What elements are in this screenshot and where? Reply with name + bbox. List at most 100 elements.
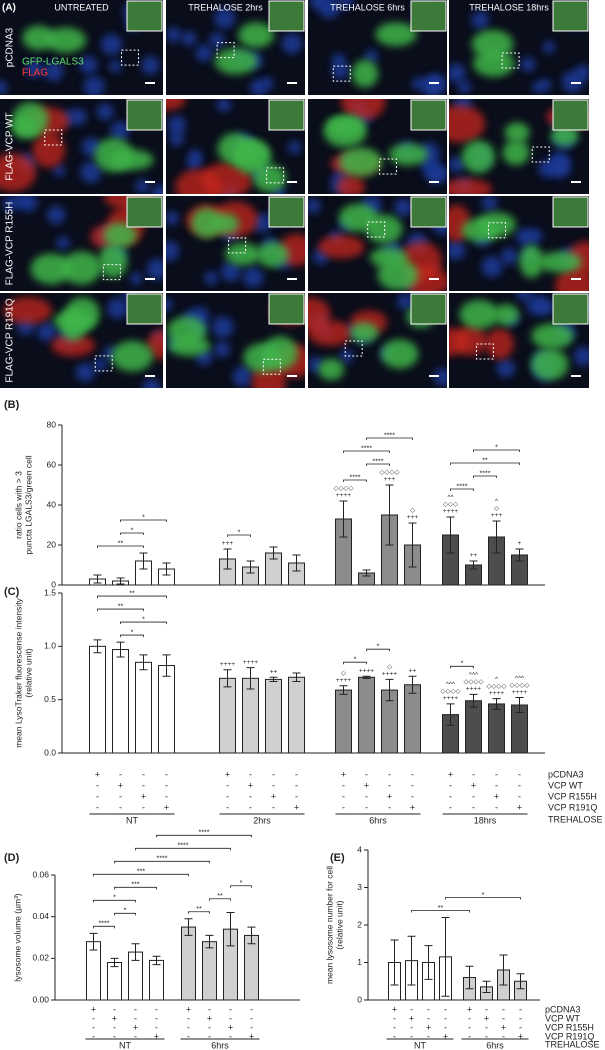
gfp-signal — [111, 340, 154, 372]
error-bar — [446, 703, 455, 726]
nucleus — [214, 341, 231, 358]
design-sign: - — [295, 791, 298, 801]
design-sign: - — [485, 1022, 488, 1032]
gfp-signal — [519, 244, 544, 278]
group-label: 6hrs — [486, 1040, 504, 1050]
significance-bracket — [120, 634, 144, 638]
significance-label: **** — [457, 483, 468, 490]
nucleus — [146, 258, 163, 281]
error-bar — [516, 973, 525, 990]
gfp-signal — [253, 164, 287, 193]
design-sign: - — [495, 780, 498, 790]
bar — [265, 678, 282, 754]
inset — [268, 196, 305, 228]
design-sign: - — [226, 802, 229, 812]
roi-box — [475, 343, 494, 360]
significance-label: ** — [438, 905, 444, 912]
micrograph — [449, 293, 589, 388]
design-sign: + — [409, 1013, 414, 1023]
design-sign: + — [207, 1013, 212, 1023]
significance-symbol: +++ — [491, 512, 503, 519]
design-sign: + — [91, 1004, 96, 1014]
significance-bracket — [120, 532, 144, 535]
group-label: NT — [119, 1040, 131, 1050]
significance-label: **** — [361, 445, 372, 452]
design-sign: - — [92, 1031, 95, 1041]
significance-symbol: ◇ — [410, 507, 416, 514]
micrograph — [449, 196, 589, 291]
image-content — [166, 196, 305, 291]
design-sign: - — [229, 1013, 232, 1023]
significance-symbol: ++++ — [489, 690, 504, 697]
roi-box — [378, 158, 397, 175]
design-sign: - — [411, 769, 414, 779]
gfp-signal — [168, 336, 211, 357]
design-sign: + — [364, 780, 369, 790]
error-bar — [139, 552, 148, 570]
row-name: VCP R191Q — [548, 802, 597, 812]
micrograph — [308, 293, 447, 388]
inset — [410, 99, 447, 131]
design-sign: - — [449, 791, 452, 801]
flag-signal — [317, 234, 365, 259]
error-bar — [407, 935, 416, 986]
nucleus — [500, 247, 519, 265]
design-sign: - — [155, 1013, 158, 1023]
y-axis-label: lysosome volume (µm³) — [12, 893, 22, 982]
design-sign: + — [494, 791, 499, 801]
gfp-signal — [493, 303, 520, 326]
significance-symbol: + — [518, 540, 522, 547]
significance-label: ** — [217, 893, 223, 900]
significance-label: *** — [131, 882, 139, 889]
panel-letter: (A) — [2, 3, 16, 14]
design-sign: - — [165, 769, 168, 779]
inset — [552, 196, 589, 228]
flag-signal — [340, 99, 386, 121]
gfp-signal — [476, 212, 516, 237]
design-sign: - — [96, 780, 99, 790]
design-sign: - — [119, 802, 122, 812]
error-bar — [362, 569, 371, 577]
nucleus — [37, 321, 57, 342]
nucleus — [394, 198, 413, 217]
image-content — [166, 293, 305, 388]
significance-symbol: ++++ — [382, 671, 397, 678]
roi-box — [102, 264, 121, 281]
significance-symbol: ◇◇◇◇ — [487, 683, 508, 690]
significance-symbol: ++++ — [336, 492, 351, 499]
significance-symbol: ++++ — [466, 686, 481, 693]
row-label: FLAG-VCP R191Q — [5, 298, 16, 383]
design-sign: - — [472, 791, 475, 801]
micrograph — [449, 99, 589, 194]
gfp-signal — [191, 208, 222, 239]
y-tick-label: 0.02 — [32, 953, 49, 963]
bar-chart: (C)mean LysoTraker fluorescense intensit… — [4, 586, 603, 825]
significance-bracket — [97, 608, 144, 612]
significance-label: ** — [129, 590, 135, 597]
bar — [158, 665, 175, 754]
nucleus — [242, 266, 264, 288]
image-content — [0, 0, 163, 95]
significance-label: * — [377, 644, 380, 651]
nucleus — [496, 358, 515, 378]
significance-label: * — [495, 444, 498, 451]
design-sign: - — [187, 1013, 190, 1023]
error-bar — [362, 675, 371, 679]
design-sign: - — [342, 802, 345, 812]
significance-symbol: ◇◇◇◇ — [510, 682, 531, 689]
design-sign: - — [502, 1031, 505, 1041]
nucleus — [94, 357, 107, 371]
error-bar — [116, 641, 125, 658]
panel-a: UNTREATED TREHALOSE 2hrs TREHALOSE 6hrs TRE… — [0, 0, 589, 388]
roi-box — [228, 237, 247, 254]
panel-letter: (D) — [4, 852, 20, 864]
inset — [126, 0, 163, 32]
error-bar — [246, 560, 255, 574]
error-bar — [110, 957, 119, 968]
roi-box — [44, 129, 63, 146]
row-name: TREHALOSE — [548, 814, 603, 824]
design-sign: - — [142, 780, 145, 790]
design-sign: + — [228, 1022, 233, 1032]
design-sign: - — [187, 1031, 190, 1041]
error-bar — [292, 672, 301, 683]
